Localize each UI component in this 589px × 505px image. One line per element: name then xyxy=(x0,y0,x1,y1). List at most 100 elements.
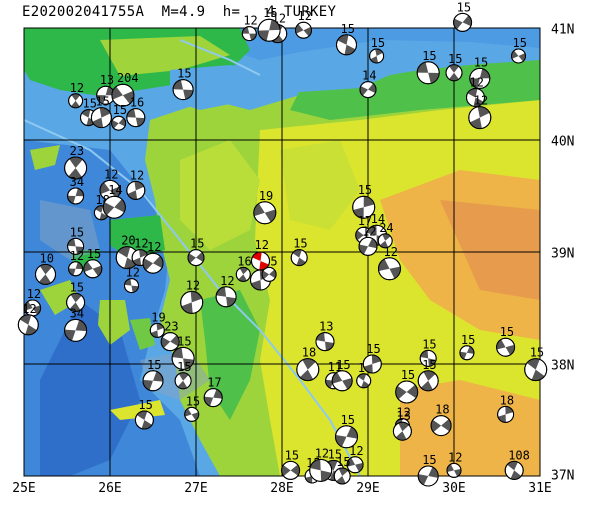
depth-label: 15 xyxy=(95,95,109,109)
focal-mechanism: 12 xyxy=(358,224,378,256)
depth-label: 15 xyxy=(336,358,350,372)
depth-label: 108 xyxy=(508,448,530,462)
depth-label: 12 xyxy=(147,240,161,254)
depth-label: 34 xyxy=(70,306,84,320)
depth-label: 15 xyxy=(457,0,471,14)
focal-mechanism: 15 xyxy=(184,394,200,422)
depth-label: 19 xyxy=(259,189,273,203)
x-tick-label: 27E xyxy=(184,481,208,496)
depth-label: 12 xyxy=(298,9,312,23)
depth-label: 12 xyxy=(243,14,257,28)
focal-mechanism: 15 xyxy=(416,49,440,85)
focal-mechanism: 15 xyxy=(171,334,195,370)
depth-label: 24 xyxy=(379,221,393,235)
depth-label: 15 xyxy=(422,337,436,351)
focal-mechanism: 12 xyxy=(468,94,492,130)
depth-label: 15 xyxy=(190,237,204,251)
main-event-mechanism: 12 xyxy=(251,238,270,271)
depth-label: 15 xyxy=(448,52,462,66)
focal-mechanism: 23 xyxy=(64,144,88,180)
depth-label: 15 xyxy=(328,447,342,461)
focal-mechanism: 15 xyxy=(172,67,194,101)
x-tick-label: 29E xyxy=(356,481,380,496)
depth-label: 19 xyxy=(151,310,165,324)
depth-label: 12 xyxy=(104,167,118,181)
depth-label: 15 xyxy=(138,398,152,412)
focal-mechanism: 12 xyxy=(295,9,312,39)
focal-mechanism: 14 xyxy=(102,183,126,219)
depth-label: 17 xyxy=(207,376,221,390)
depth-label: 15 xyxy=(530,346,544,360)
focal-mechanism: 19 xyxy=(253,189,277,225)
focal-mechanism: 13 xyxy=(392,409,412,441)
focal-mechanism: 12 xyxy=(241,14,258,42)
focal-mechanism: 12 xyxy=(126,168,146,200)
depth-label: 15 xyxy=(336,455,350,469)
depth-label: 12 xyxy=(126,266,140,280)
depth-label: 15 xyxy=(371,36,385,50)
depth-label: 15 xyxy=(177,67,191,81)
x-tick-label: 30E xyxy=(442,481,466,496)
depth-label: 15 xyxy=(341,413,355,427)
focal-mechanism: 14 xyxy=(359,69,377,99)
depth-label: 12 xyxy=(220,274,234,288)
focal-mechanism: 15 xyxy=(83,247,103,279)
focal-mechanism: 15 xyxy=(395,368,419,404)
y-tick-label: 40N xyxy=(551,134,575,150)
focal-mechanism: 15 xyxy=(469,55,491,89)
focal-mechanism: 15 xyxy=(281,448,301,480)
focal-mechanism: 15 xyxy=(66,280,86,312)
focal-mechanism: 15 xyxy=(419,337,437,367)
depth-label: 14 xyxy=(108,183,122,197)
depth-label: 23 xyxy=(164,320,178,334)
depth-label: 10 xyxy=(40,251,54,265)
depth-label: 15 xyxy=(186,394,200,408)
focal-mechanism: 15 xyxy=(142,358,164,392)
focal-mechanism: 18 xyxy=(93,193,110,221)
focal-mechanism: 18 xyxy=(497,393,515,423)
depth-label: 12 xyxy=(349,444,363,458)
depth-label: 12 xyxy=(470,75,484,89)
focal-mechanism: 12 xyxy=(99,167,121,201)
focal-mechanism: 204 xyxy=(111,71,139,107)
focal-mechanism: 15 xyxy=(67,225,85,255)
focal-mechanism: 23 xyxy=(160,320,180,352)
depth-label: 18 xyxy=(435,403,449,417)
depth-label: 15 xyxy=(401,368,415,382)
focal-mechanism: 12 xyxy=(24,287,42,317)
depth-label: 14 xyxy=(362,69,376,83)
focal-mechanism: 10 xyxy=(35,251,56,285)
x-tick-label: 28E xyxy=(270,481,294,496)
focal-mechanism: 12 xyxy=(466,75,485,107)
depth-label: 12 xyxy=(134,237,148,251)
depth-label: 12 xyxy=(22,302,36,316)
depth-label: 12 xyxy=(27,287,41,301)
depth-label: 16 xyxy=(237,254,251,268)
focal-mechanism: 18 xyxy=(430,403,452,437)
depth-label: 15 xyxy=(87,247,101,261)
x-tick-label: 31E xyxy=(528,481,552,496)
depth-label: 15 xyxy=(366,342,380,356)
focal-mechanism: 13 xyxy=(315,320,335,352)
focal-mechanism: 15 xyxy=(445,52,463,82)
depth-label: 15 xyxy=(474,55,488,69)
depth-label: 13 xyxy=(396,409,410,423)
focal-mechanism: 34 xyxy=(67,175,85,205)
focal-mechanism: 15 xyxy=(333,455,351,485)
depth-label: 15 xyxy=(177,334,191,348)
focal-mechanism: 15 xyxy=(417,358,439,392)
depth-label: 20 xyxy=(121,234,135,248)
depth-label: 12 xyxy=(315,446,329,460)
focal-mechanism: 12 xyxy=(124,266,140,294)
focal-mechanism: 15 xyxy=(369,36,385,64)
depth-label: 11 xyxy=(328,360,342,374)
x-tick-label: 26E xyxy=(98,481,122,496)
depth-label: 15 xyxy=(285,448,299,462)
event-title: E202002041755A M=4.9 h= 4 TURKEY xyxy=(22,4,337,20)
depth-label: 17 xyxy=(358,214,372,228)
focal-mechanism: 12 xyxy=(142,240,164,274)
focal-mechanism: 15 xyxy=(496,325,516,357)
focal-mechanism: 12 xyxy=(446,450,462,478)
